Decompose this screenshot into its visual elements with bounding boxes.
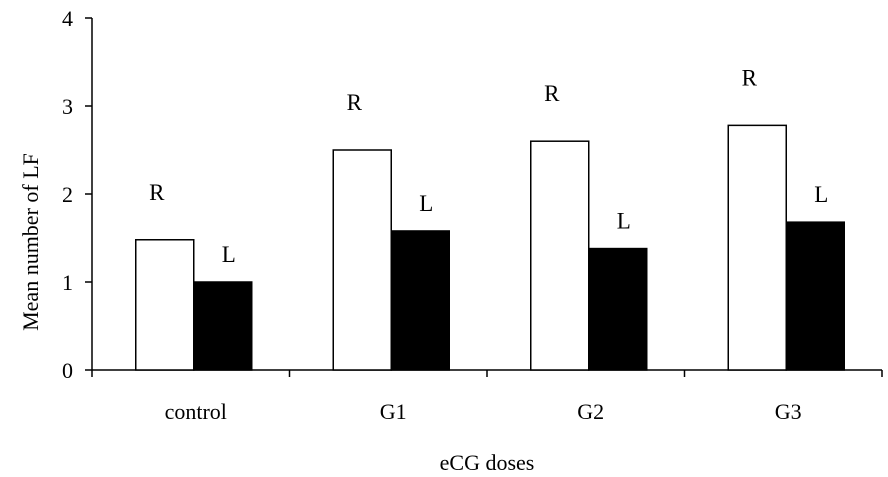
bar-series-label: R [149, 180, 165, 205]
bar-series-label: R [544, 81, 560, 106]
bar-labels: R L R L R L R L [149, 65, 828, 267]
bars [135, 124, 845, 371]
x-tick-label: G1 [380, 399, 407, 424]
bar-series-label: L [617, 209, 631, 234]
x-tick-label: control [165, 399, 227, 424]
bar-r-g3 [727, 124, 787, 371]
y-tick-label: 3 [62, 94, 73, 119]
bar-l-control [193, 281, 253, 371]
x-tick-label: G2 [577, 399, 604, 424]
bar-l-g1 [390, 230, 450, 371]
y-tick-label: 0 [62, 358, 73, 383]
bar-l-g2 [588, 247, 648, 371]
bar-series-label: L [222, 242, 236, 267]
bar-series-label: R [742, 65, 758, 90]
x-axis-title: eCG doses [440, 450, 535, 475]
y-axis: 0 1 2 3 4 [62, 6, 93, 383]
bar-series-label: R [347, 90, 363, 115]
bar-r-g2 [530, 140, 590, 371]
y-tick-label: 1 [62, 270, 73, 295]
bar-series-label: L [419, 191, 433, 216]
x-axis: control G1 G2 G3 [91, 369, 883, 424]
y-axis-title: Mean number of LF [18, 153, 43, 331]
bar-r-control [135, 239, 195, 371]
bar-series-label: L [814, 182, 828, 207]
bar-l-g3 [785, 221, 845, 371]
y-tick-label: 4 [62, 6, 73, 31]
y-tick-label: 2 [62, 182, 73, 207]
x-tick-label: G3 [775, 399, 802, 424]
bar-r-g1 [332, 149, 392, 371]
